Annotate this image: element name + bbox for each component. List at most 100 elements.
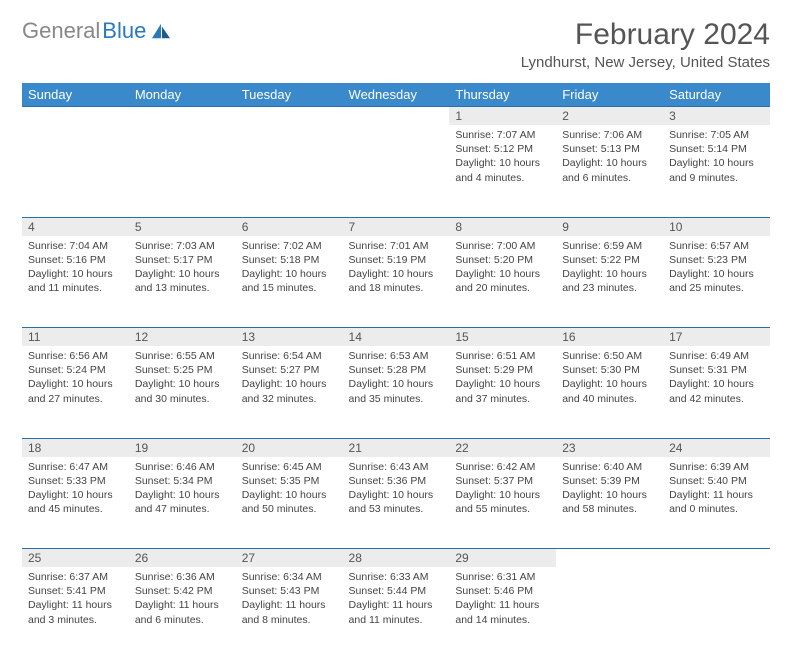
day-header-row: Sunday Monday Tuesday Wednesday Thursday… (22, 83, 770, 107)
day-number-cell (22, 107, 129, 126)
sunrise-text: Sunrise: 7:04 AM (28, 239, 123, 253)
sunset-text: Sunset: 5:40 PM (669, 474, 764, 488)
day-content-row: Sunrise: 6:47 AMSunset: 5:33 PMDaylight:… (22, 457, 770, 549)
sunrise-text: Sunrise: 6:59 AM (562, 239, 657, 253)
sunrise-text: Sunrise: 6:39 AM (669, 460, 764, 474)
day-number-cell: 18 (22, 438, 129, 457)
sunset-text: Sunset: 5:13 PM (562, 142, 657, 156)
daylight-text: Daylight: 10 hours and 45 minutes. (28, 488, 123, 516)
day-number-row: 2526272829 (22, 549, 770, 568)
sunrise-text: Sunrise: 7:07 AM (455, 128, 550, 142)
day-number-row: 18192021222324 (22, 438, 770, 457)
day-header: Thursday (449, 83, 556, 107)
sunset-text: Sunset: 5:27 PM (242, 363, 337, 377)
sunrise-text: Sunrise: 6:54 AM (242, 349, 337, 363)
day-number-cell: 6 (236, 217, 343, 236)
sunrise-text: Sunrise: 7:05 AM (669, 128, 764, 142)
day-content-cell: Sunrise: 6:36 AMSunset: 5:42 PMDaylight:… (129, 567, 236, 659)
sunrise-text: Sunrise: 6:40 AM (562, 460, 657, 474)
sunset-text: Sunset: 5:14 PM (669, 142, 764, 156)
day-number-cell: 27 (236, 549, 343, 568)
day-content-cell (236, 125, 343, 217)
daylight-text: Daylight: 10 hours and 55 minutes. (455, 488, 550, 516)
day-content-cell: Sunrise: 7:04 AMSunset: 5:16 PMDaylight:… (22, 236, 129, 328)
sunrise-text: Sunrise: 7:06 AM (562, 128, 657, 142)
day-content-cell (129, 125, 236, 217)
day-number-cell: 10 (663, 217, 770, 236)
sunset-text: Sunset: 5:34 PM (135, 474, 230, 488)
day-content-cell: Sunrise: 6:56 AMSunset: 5:24 PMDaylight:… (22, 346, 129, 438)
day-number-cell: 12 (129, 328, 236, 347)
day-content-cell: Sunrise: 6:46 AMSunset: 5:34 PMDaylight:… (129, 457, 236, 549)
day-number-row: 123 (22, 107, 770, 126)
daylight-text: Daylight: 10 hours and 23 minutes. (562, 267, 657, 295)
day-number-cell: 11 (22, 328, 129, 347)
day-number-cell (129, 107, 236, 126)
day-number-cell: 13 (236, 328, 343, 347)
sunset-text: Sunset: 5:41 PM (28, 584, 123, 598)
sunset-text: Sunset: 5:28 PM (349, 363, 444, 377)
daylight-text: Daylight: 11 hours and 0 minutes. (669, 488, 764, 516)
sunset-text: Sunset: 5:23 PM (669, 253, 764, 267)
sunrise-text: Sunrise: 6:45 AM (242, 460, 337, 474)
day-content-cell: Sunrise: 6:59 AMSunset: 5:22 PMDaylight:… (556, 236, 663, 328)
daylight-text: Daylight: 10 hours and 58 minutes. (562, 488, 657, 516)
day-number-cell: 21 (343, 438, 450, 457)
daylight-text: Daylight: 10 hours and 25 minutes. (669, 267, 764, 295)
sunrise-text: Sunrise: 7:01 AM (349, 239, 444, 253)
daylight-text: Daylight: 10 hours and 37 minutes. (455, 377, 550, 405)
sunrise-text: Sunrise: 6:53 AM (349, 349, 444, 363)
sunset-text: Sunset: 5:33 PM (28, 474, 123, 488)
daylight-text: Daylight: 10 hours and 15 minutes. (242, 267, 337, 295)
daylight-text: Daylight: 10 hours and 35 minutes. (349, 377, 444, 405)
day-header: Sunday (22, 83, 129, 107)
sunrise-text: Sunrise: 7:02 AM (242, 239, 337, 253)
day-content-cell: Sunrise: 6:57 AMSunset: 5:23 PMDaylight:… (663, 236, 770, 328)
logo-text-blue: Blue (102, 18, 146, 44)
day-content-cell: Sunrise: 7:00 AMSunset: 5:20 PMDaylight:… (449, 236, 556, 328)
sunset-text: Sunset: 5:22 PM (562, 253, 657, 267)
sunset-text: Sunset: 5:39 PM (562, 474, 657, 488)
sail-icon (150, 22, 172, 40)
day-content-cell: Sunrise: 6:33 AMSunset: 5:44 PMDaylight:… (343, 567, 450, 659)
day-number-cell: 20 (236, 438, 343, 457)
day-header: Tuesday (236, 83, 343, 107)
day-number-cell: 28 (343, 549, 450, 568)
sunset-text: Sunset: 5:35 PM (242, 474, 337, 488)
day-number-cell: 9 (556, 217, 663, 236)
daylight-text: Daylight: 10 hours and 42 minutes. (669, 377, 764, 405)
day-number-cell: 2 (556, 107, 663, 126)
sunrise-text: Sunrise: 6:49 AM (669, 349, 764, 363)
day-number-cell: 4 (22, 217, 129, 236)
sunset-text: Sunset: 5:24 PM (28, 363, 123, 377)
sunset-text: Sunset: 5:42 PM (135, 584, 230, 598)
sunrise-text: Sunrise: 7:03 AM (135, 239, 230, 253)
day-content-row: Sunrise: 6:37 AMSunset: 5:41 PMDaylight:… (22, 567, 770, 659)
sunset-text: Sunset: 5:25 PM (135, 363, 230, 377)
day-content-cell: Sunrise: 6:55 AMSunset: 5:25 PMDaylight:… (129, 346, 236, 438)
title-block: February 2024 Lyndhurst, New Jersey, Uni… (521, 18, 770, 71)
daylight-text: Daylight: 10 hours and 30 minutes. (135, 377, 230, 405)
day-header: Saturday (663, 83, 770, 107)
calendar-table: Sunday Monday Tuesday Wednesday Thursday… (22, 83, 770, 659)
daylight-text: Daylight: 11 hours and 6 minutes. (135, 598, 230, 626)
day-number-cell: 16 (556, 328, 663, 347)
day-content-cell: Sunrise: 6:49 AMSunset: 5:31 PMDaylight:… (663, 346, 770, 438)
day-content-cell: Sunrise: 6:37 AMSunset: 5:41 PMDaylight:… (22, 567, 129, 659)
sunrise-text: Sunrise: 6:43 AM (349, 460, 444, 474)
day-number-cell: 5 (129, 217, 236, 236)
sunset-text: Sunset: 5:37 PM (455, 474, 550, 488)
day-content-cell: Sunrise: 6:54 AMSunset: 5:27 PMDaylight:… (236, 346, 343, 438)
day-number-cell: 22 (449, 438, 556, 457)
month-title: February 2024 (521, 18, 770, 52)
logo-text-gray: General (22, 18, 100, 44)
daylight-text: Daylight: 10 hours and 47 minutes. (135, 488, 230, 516)
sunset-text: Sunset: 5:19 PM (349, 253, 444, 267)
day-number-cell: 15 (449, 328, 556, 347)
day-number-cell (236, 107, 343, 126)
sunset-text: Sunset: 5:43 PM (242, 584, 337, 598)
sunrise-text: Sunrise: 6:34 AM (242, 570, 337, 584)
daylight-text: Daylight: 10 hours and 50 minutes. (242, 488, 337, 516)
daylight-text: Daylight: 10 hours and 9 minutes. (669, 156, 764, 184)
day-header: Monday (129, 83, 236, 107)
